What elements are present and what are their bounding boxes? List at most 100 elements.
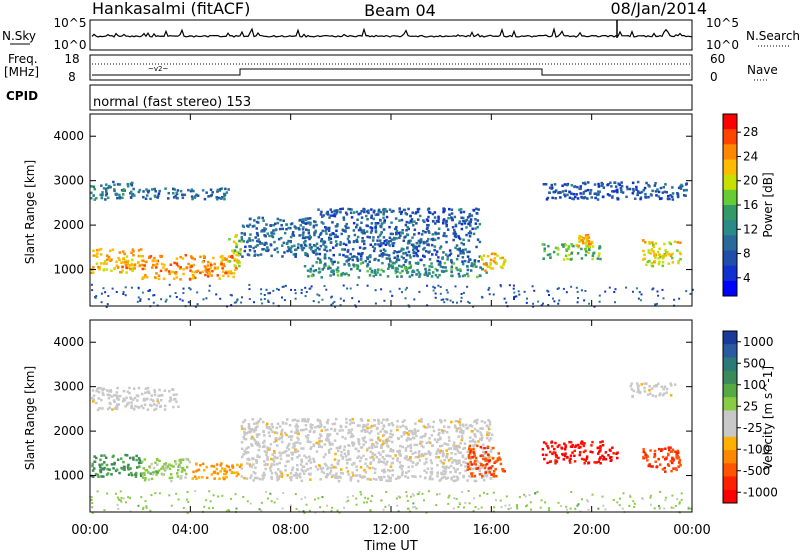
heatmap-cell: [333, 235, 337, 239]
heatmap-cell: [583, 458, 586, 461]
heatmap-cell: [492, 475, 495, 478]
heatmap-cell: [109, 185, 112, 189]
heatmap-cell: [641, 498, 644, 501]
heatmap-cell: [115, 394, 118, 397]
heatmap-cell: [544, 442, 548, 445]
heatmap-cell: [542, 243, 546, 246]
heatmap-cell: [225, 271, 228, 275]
heatmap-cell: [332, 273, 335, 276]
heatmap-cell: [684, 188, 687, 192]
heatmap-cell: [318, 444, 321, 447]
heatmap-cell: [243, 433, 246, 436]
heatmap-cell: [447, 459, 451, 462]
heatmap-cell: [439, 436, 442, 439]
heatmap-cell: [181, 468, 185, 471]
heatmap-cell: [561, 190, 565, 193]
heatmap-cell: [293, 244, 296, 248]
heatmap-cell: [322, 471, 326, 475]
heatmap-cell: [440, 298, 443, 301]
heatmap-cell: [105, 183, 108, 186]
heatmap-cell: [300, 244, 303, 248]
heatmap-cell: [443, 419, 447, 422]
heatmap-cell: [433, 245, 437, 248]
heatmap-cell: [670, 457, 674, 460]
heatmap-cell: [426, 226, 429, 230]
heatmap-cell: [271, 453, 274, 456]
heatmap-cell: [124, 264, 128, 267]
heatmap-cell: [480, 256, 483, 259]
heatmap-cell: [115, 192, 118, 196]
heatmap-cell: [633, 505, 636, 508]
heatmap-cell: [387, 267, 390, 270]
heatmap-cell: [347, 248, 350, 252]
heatmap-cell: [370, 430, 373, 433]
heatmap-cell: [407, 470, 411, 473]
heatmap-cell: [501, 266, 504, 270]
heatmap-cell: [614, 301, 616, 304]
heatmap-cell: [163, 404, 167, 408]
heatmap-cell: [395, 229, 399, 233]
heatmap-cell: [606, 183, 609, 187]
heatmap-cell: [187, 500, 190, 503]
heatmap-cell: [552, 190, 555, 194]
heatmap-cell: [316, 293, 319, 296]
heatmap-cell: [435, 440, 439, 444]
heatmap-cell: [230, 294, 233, 297]
heatmap-cell: [102, 262, 106, 265]
heatmap-cell: [359, 258, 363, 261]
velocity-panel-bg: [90, 320, 692, 512]
heatmap-cell: [363, 475, 366, 479]
heatmap-cell: [599, 446, 602, 450]
heatmap-cell: [267, 301, 270, 303]
heatmap-cell: [403, 456, 407, 460]
heatmap-cell: [587, 461, 591, 464]
heatmap-cell: [240, 235, 243, 239]
heatmap-cell: [312, 269, 316, 273]
heatmap-cell: [219, 470, 222, 473]
heatmap-cell: [654, 395, 658, 398]
heatmap-cell: [361, 428, 365, 432]
heatmap-cell: [467, 453, 471, 457]
heatmap-cell: [459, 442, 462, 445]
heatmap-cell: [380, 476, 383, 479]
heatmap-cell: [674, 467, 678, 470]
heatmap-cell: [250, 465, 254, 469]
heatmap-cell: [137, 286, 140, 289]
colorbar-swatch: [723, 450, 737, 464]
heatmap-cell: [265, 453, 268, 457]
heatmap-cell: [329, 266, 332, 270]
heatmap-cell: [196, 269, 200, 273]
heatmap-cell: [479, 274, 482, 278]
heatmap-cell: [264, 467, 267, 471]
heatmap-cell: [406, 500, 409, 502]
heatmap-cell: [401, 229, 404, 232]
heatmap-cell: [228, 260, 232, 263]
heatmap-cell: [114, 492, 117, 495]
heatmap-cell: [483, 491, 485, 494]
heatmap-cell: [208, 284, 211, 287]
heatmap-cell: [313, 233, 316, 237]
colorbar-swatch: [723, 205, 737, 221]
heatmap-cell: [475, 460, 478, 463]
heatmap-cell: [154, 407, 158, 411]
heatmap-cell: [459, 211, 463, 214]
heatmap-cell: [362, 247, 365, 250]
heatmap-cell: [90, 191, 93, 195]
heatmap-cell: [619, 497, 622, 500]
heatmap-cell: [463, 222, 467, 225]
heatmap-cell: [553, 447, 556, 451]
heatmap-cell: [383, 299, 386, 302]
heatmap-cell: [328, 216, 331, 219]
heatmap-cell: [145, 260, 148, 264]
heatmap-cell: [441, 256, 444, 259]
heatmap-cell: [587, 251, 590, 255]
heatmap-cell: [339, 211, 342, 214]
heatmap-cell: [279, 218, 282, 222]
heatmap-cell: [282, 285, 285, 288]
heatmap-cell: [102, 475, 105, 478]
heatmap-cell: [210, 193, 213, 197]
heatmap-cell: [352, 461, 356, 465]
heatmap-cell: [671, 256, 674, 260]
heatmap-cell: [388, 435, 391, 439]
heatmap-cell: [98, 407, 101, 410]
